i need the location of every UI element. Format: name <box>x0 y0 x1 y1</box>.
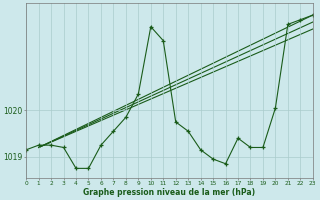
X-axis label: Graphe pression niveau de la mer (hPa): Graphe pression niveau de la mer (hPa) <box>84 188 256 197</box>
